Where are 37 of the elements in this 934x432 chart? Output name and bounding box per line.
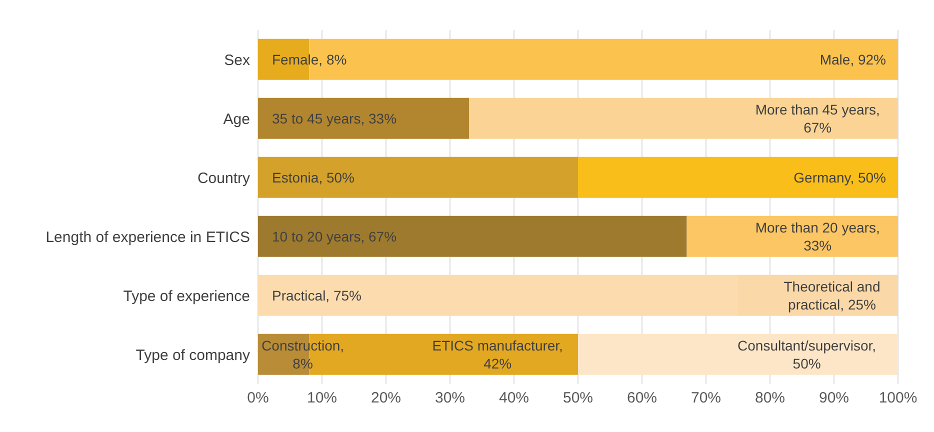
x-tick-label: 20% <box>370 390 402 407</box>
data-label: Construction, 8% <box>262 337 344 372</box>
x-tick-label: 0% <box>247 390 269 407</box>
y-tick-label: Length of experience in ETICS <box>46 228 250 246</box>
y-tick-label: Country <box>197 170 250 187</box>
bar <box>578 334 898 375</box>
bar <box>258 216 687 257</box>
x-tick-label: 10% <box>306 390 338 407</box>
data-label: Female, 8% <box>272 51 347 68</box>
bar <box>578 156 898 198</box>
x-tick-label: 40% <box>498 390 530 407</box>
data-label: 10 to 20 years, 67% <box>272 228 397 244</box>
x-tick-label: 70% <box>690 390 722 407</box>
data-label: Male, 92% <box>820 51 886 68</box>
data-label: Practical, 75% <box>272 287 362 304</box>
bar <box>258 98 470 139</box>
x-tick-label: 80% <box>754 390 786 407</box>
data-label: 35 to 45 years, 33% <box>272 110 397 126</box>
data-label: Consultant/supervisor, 50% <box>738 337 876 372</box>
x-tick-label: 60% <box>626 390 658 407</box>
data-label: ETICS manufacturer, 42% <box>432 337 563 372</box>
data-label: Germany, 50% <box>794 169 886 186</box>
x-tick-label: 50% <box>562 390 594 407</box>
x-tick-label: 90% <box>818 390 850 407</box>
x-tick-label: 100% <box>878 390 918 407</box>
data-label: Estonia, 50% <box>272 169 354 186</box>
y-tick-label: Age <box>223 110 250 128</box>
bar <box>469 98 898 139</box>
data-label: More than 45 years, 67% <box>755 101 880 136</box>
y-tick-label: Type of company <box>136 346 250 364</box>
y-tick-label: Type of experience <box>123 288 250 305</box>
y-tick-label: Sex <box>224 52 250 69</box>
bar <box>258 156 578 198</box>
bar <box>686 216 898 257</box>
x-tick-label: 30% <box>434 390 466 407</box>
data-label: More than 20 years, 33% <box>755 219 880 254</box>
data-label: Theoretical and practical, 25% <box>784 278 880 312</box>
